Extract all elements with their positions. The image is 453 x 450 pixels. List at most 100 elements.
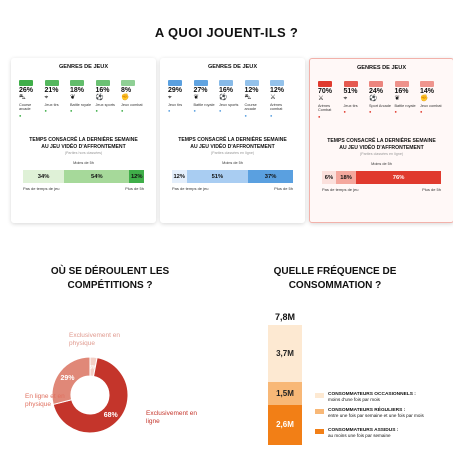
legend-title: CONSOMMATEURS ASSIDUS :	[328, 428, 399, 433]
label-en-ligne-et-physique: En ligne et en physique	[25, 393, 65, 409]
legend-item: CONSOMMATEURS RÉGULIERS : entre une fois …	[315, 408, 445, 419]
genre-item: 12% ⚔ Arènes combat ●	[270, 80, 292, 118]
genre-label: Course arcade	[244, 102, 257, 112]
genre-percent: 12%	[244, 87, 259, 94]
donut-slice	[51, 356, 91, 406]
genre-item: 51% ⌖ Jeux tirs ●	[343, 81, 366, 115]
genres-row: 70% ⚔ Arènes Combat ● 51% ⌖ Jeux tirs ● 24% ⚽ Spor…	[318, 81, 445, 126]
time-mid-label: Moins de 5h	[73, 161, 94, 165]
time-bar: 12% 51% 37%	[172, 170, 293, 183]
time-bar-segment: 12%	[172, 170, 187, 183]
card-title: GENRES DE JEUX	[356, 65, 407, 71]
genre-label: Jeux sports	[219, 102, 239, 107]
genre-bar	[420, 81, 434, 87]
time-bar-segment: 34%	[23, 170, 65, 183]
time-bar-segment: 37%	[248, 170, 293, 183]
genre-bar	[343, 81, 358, 87]
left-end-label: Pas de temps de jeu	[172, 186, 209, 191]
genre-percent: 29%	[168, 87, 183, 94]
legend-desc: au moins une fois par semaine	[328, 433, 391, 438]
card-title: GENRES DE JEUX	[207, 64, 258, 70]
time-bar-segment: 12%	[129, 170, 144, 183]
genre-percent: 26%	[19, 87, 34, 94]
genre-percent: 16%	[394, 88, 409, 95]
genre-percent: 12%	[270, 87, 285, 94]
crosshair-icon: ⌖	[168, 94, 172, 101]
time-title: TEMPS CONSACRÉ LA DERNIÈRE SEMAINE AU JE…	[327, 138, 436, 151]
time-bar-ends: Pas de temps de jeu Plus de 5h	[172, 186, 293, 191]
rank-dot-icon: ●	[19, 112, 22, 118]
rank-dot-icon: ●	[121, 108, 124, 114]
time-bar-ends: Pas de temps de jeu Plus de 5h	[322, 187, 441, 192]
genre-label: Battle royale	[394, 103, 416, 108]
genre-item: 70% ⚔ Arènes Combat ●	[318, 81, 340, 119]
car-icon: ⛍	[244, 94, 252, 101]
left-end-label: Pas de temps de jeu	[322, 187, 359, 192]
rank-dot-icon: ●	[318, 113, 321, 119]
rank-dot-icon: ●	[369, 109, 372, 115]
legend-swatch	[315, 393, 324, 398]
time-title: TEMPS CONSACRÉ LA DERNIÈRE SEMAINE AU JE…	[29, 137, 138, 150]
genre-percent: 14%	[420, 88, 435, 95]
genre-item: 21% ⌖ Jeux tirs ●	[44, 80, 67, 113]
time-bar: 6% 18% 76%	[322, 171, 441, 184]
ball-icon: ⚽	[219, 94, 228, 101]
time-bar-segment: 18%	[336, 171, 357, 184]
left-end-label: Pas de temps de jeu	[23, 186, 60, 191]
genre-label: Jeux tirs	[168, 102, 183, 107]
right-end-label: Plus de 5h	[422, 187, 441, 192]
genre-label: Jeux combat	[420, 103, 442, 108]
genre-item: 18% ❦ Battle royale ●	[70, 80, 92, 113]
legend-desc: moins d'une fois par mois	[328, 397, 380, 402]
stacked-segment: 1,5M	[268, 381, 302, 405]
genre-label: Battle royale	[70, 102, 92, 107]
genre-bar	[193, 80, 208, 86]
genre-label: Course arcade	[19, 102, 32, 112]
car-icon: ⛍	[19, 94, 26, 101]
helmet-icon: ❦	[394, 95, 400, 102]
rank-dot-icon: ●	[420, 109, 423, 115]
legend-item: CONSOMMATEURS ASSIDUS : au moins une fois…	[315, 428, 445, 439]
genre-bar	[270, 80, 284, 86]
label-exclusivement-physique: Exclusivement en physique	[69, 332, 120, 348]
time-subtitle: (Parties classées en ligne)	[359, 152, 404, 156]
time-bar: 34% 54% 12%	[23, 170, 144, 183]
crosshair-icon: ⌖	[343, 95, 348, 102]
donut-slice-label: 68%	[104, 412, 119, 419]
genre-percent: 16%	[219, 87, 234, 94]
time-bar-ends: Pas de temps de jeu Plus de 5h	[23, 186, 144, 191]
time-bar-segment: 6%	[322, 171, 336, 184]
stacked-segment: 3,7M	[268, 325, 302, 382]
genre-bar	[168, 80, 182, 86]
ball-icon: ⚽	[369, 95, 378, 102]
genre-item: 16% ❦ Battle royale ●	[394, 81, 417, 115]
sword-icon: ⚔	[318, 95, 324, 102]
frequency-total: 7,8M	[274, 312, 295, 322]
crosshair-icon: ⌖	[44, 94, 49, 101]
frequency-stacked-bar: 3,7M 1,5M 2,6M	[268, 325, 302, 445]
legend-title: CONSOMMATEURS OCCASIONNELS :	[328, 392, 416, 397]
genre-label: Jeux tirs	[343, 103, 358, 108]
fist-icon: ✊	[420, 95, 429, 102]
rank-dot-icon: ●	[394, 109, 397, 115]
genre-bar	[121, 80, 135, 86]
genre-item: 16% ⚽ Jeux sports ●	[95, 80, 118, 113]
genre-label: Sport Arcade	[369, 103, 391, 108]
genre-item: 16% ⚽ Jeux sports ●	[219, 80, 241, 113]
rank-dot-icon: ●	[343, 109, 346, 115]
time-subtitle: (Parties classées en ligne)	[210, 151, 255, 155]
time-title: TEMPS CONSACRÉ LA DERNIÈRE SEMAINE AU JE…	[178, 137, 287, 150]
genre-label: Arènes combat	[270, 102, 283, 112]
donut-slice-label: 3%	[89, 365, 97, 371]
sword-icon: ⚔	[270, 94, 276, 101]
label-exclusivement-en-ligne: Exclusivement en ligne	[146, 410, 197, 426]
genre-label: Battle royale	[193, 102, 215, 107]
legend-swatch	[315, 409, 324, 414]
page-title: A QUOI JOUENT-ILS ?	[154, 25, 299, 40]
genre-bar	[70, 80, 84, 86]
genre-percent: 24%	[369, 88, 384, 95]
rank-dot-icon: ●	[193, 108, 196, 114]
time-bar-segment: 54%	[64, 170, 130, 183]
time-bar-segment: 51%	[186, 170, 249, 183]
genre-item: 8% ✊ Jeux combat ●	[121, 80, 143, 113]
